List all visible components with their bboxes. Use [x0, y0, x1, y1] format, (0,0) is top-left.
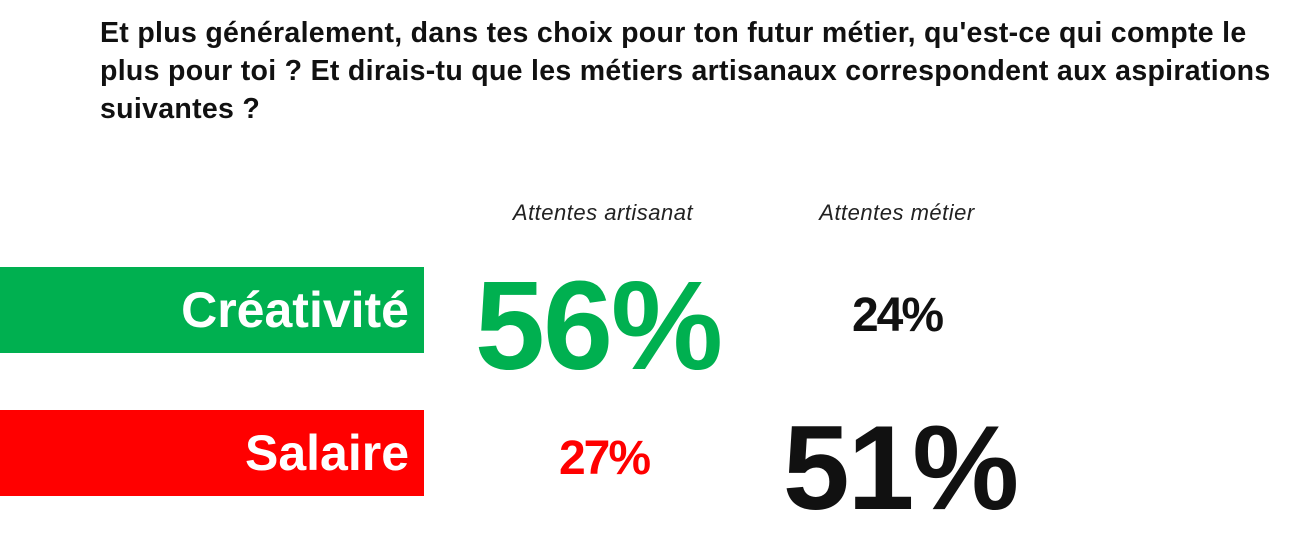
row-label-salaire: Salaire [0, 410, 424, 496]
value-creativite-metier: 24% [851, 289, 944, 342]
question-title: Et plus généralement, dans tes choix pou… [100, 17, 1271, 125]
row-label-text: Salaire [244, 425, 409, 481]
value-creativite-artisanat: 56% [474, 255, 723, 396]
value-salaire-metier: 51% [782, 401, 1019, 535]
value-salaire-artisanat: 27% [558, 432, 651, 485]
column-header-metier: Attentes métier [819, 200, 975, 225]
row-label-creativite: Créativité [0, 267, 424, 353]
column-header-artisanat: Attentes artisanat [512, 200, 694, 225]
row-label-text: Créativité [181, 282, 409, 338]
